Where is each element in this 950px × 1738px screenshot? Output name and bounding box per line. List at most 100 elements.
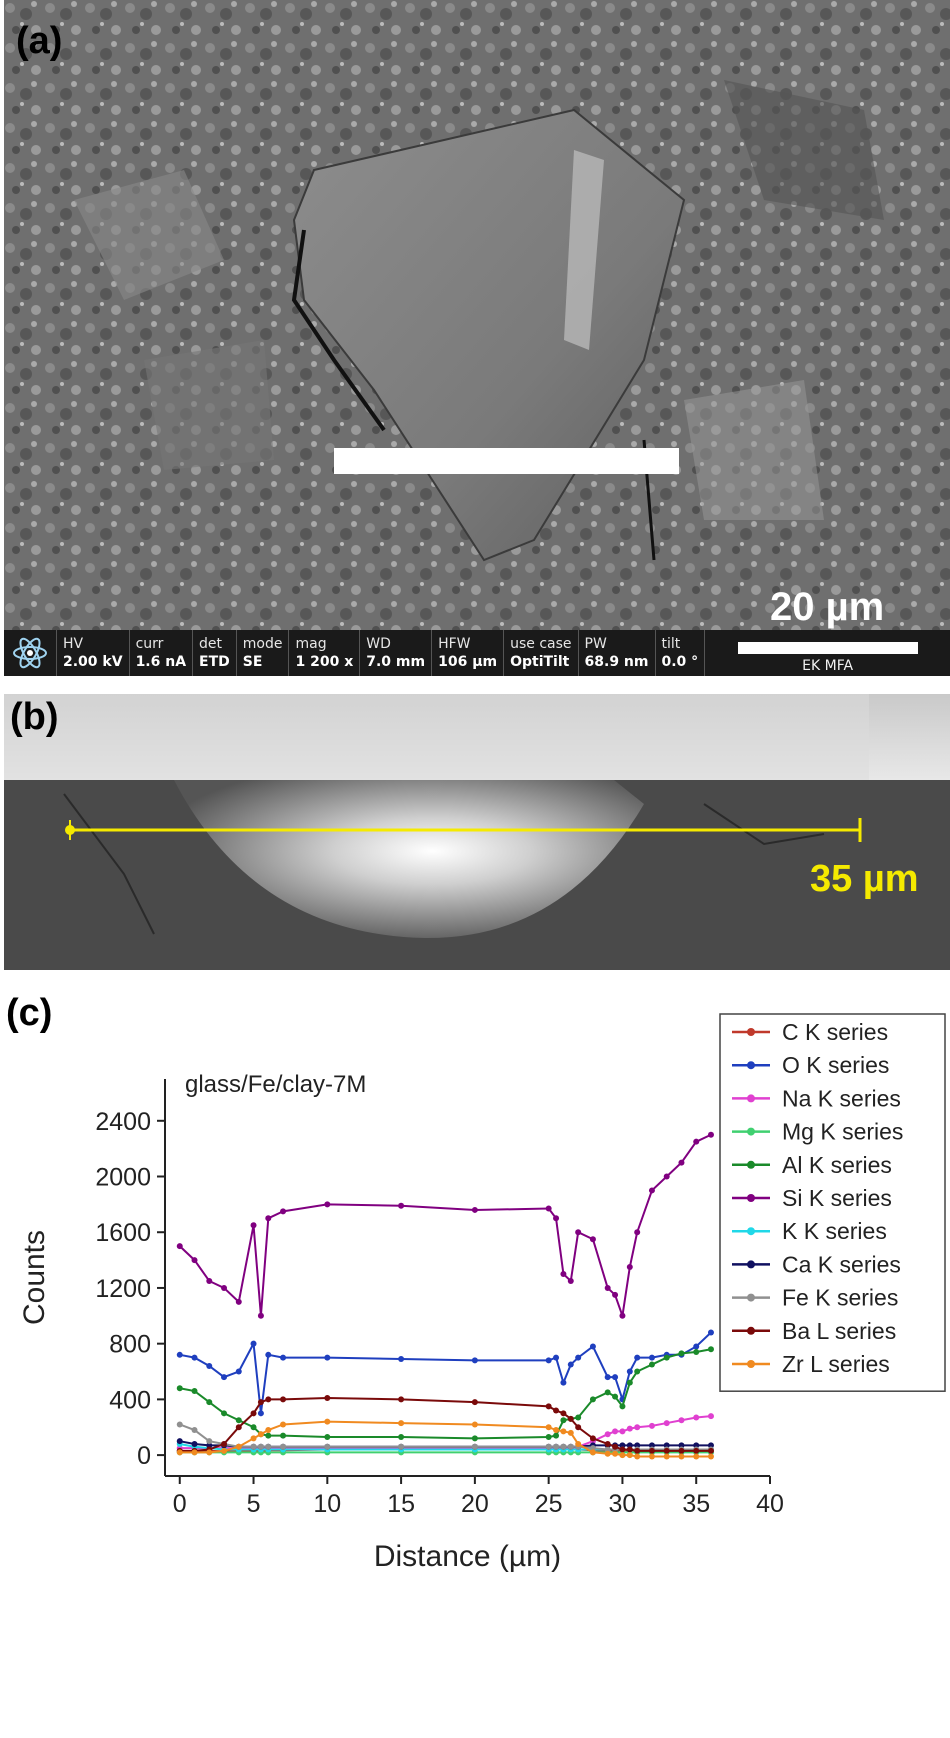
data-point-10-1 xyxy=(191,1449,198,1456)
data-point-9-24 xyxy=(663,1447,670,1454)
data-point-4-25 xyxy=(678,1350,685,1357)
panel-b: (b) 35 µm xyxy=(4,694,950,970)
series-line-1 xyxy=(179,1331,712,1414)
legend-label-10: Zr L series xyxy=(782,1351,890,1377)
x-tick-label: 35 xyxy=(682,1490,710,1518)
data-point-4-26 xyxy=(693,1349,700,1356)
info-field-tilt: tilt 0.0 ° xyxy=(656,630,706,676)
data-point-1-16 xyxy=(575,1354,582,1361)
data-point-10-27 xyxy=(707,1453,714,1460)
data-point-4-17 xyxy=(589,1396,596,1403)
data-point-8-15 xyxy=(567,1443,574,1450)
data-point-10-12 xyxy=(545,1424,552,1431)
data-point-5-17 xyxy=(589,1236,596,1243)
data-point-10-2 xyxy=(206,1449,213,1456)
y-tick-label: 1600 xyxy=(95,1219,151,1247)
data-point-9-16 xyxy=(575,1424,582,1431)
data-point-1-5 xyxy=(250,1340,257,1347)
y-tick-label: 400 xyxy=(109,1386,151,1414)
legend-label-6: K K series xyxy=(782,1218,887,1244)
panel-label-c: (c) xyxy=(6,992,53,1034)
data-point-9-4 xyxy=(235,1424,242,1431)
data-point-5-3 xyxy=(221,1284,228,1291)
data-point-4-0 xyxy=(176,1385,183,1392)
line-scan-marker xyxy=(65,818,862,842)
data-point-1-12 xyxy=(545,1357,552,1364)
data-point-10-15 xyxy=(567,1429,574,1436)
data-point-8-17 xyxy=(589,1445,596,1452)
data-point-4-18 xyxy=(604,1389,611,1396)
panel-label-a: (a) xyxy=(16,20,63,62)
data-point-7-24 xyxy=(663,1442,670,1449)
data-point-8-8 xyxy=(280,1443,287,1450)
data-point-10-19 xyxy=(612,1450,619,1457)
y-axis-title: Counts xyxy=(18,1230,51,1325)
legend-swatch-marker-7 xyxy=(747,1260,755,1269)
data-point-5-18 xyxy=(604,1284,611,1291)
legend-swatch-marker-4 xyxy=(747,1160,755,1169)
legend-swatch-marker-3 xyxy=(747,1127,755,1136)
scale-bar-a: EK MFA xyxy=(705,630,950,676)
data-point-8-1 xyxy=(191,1427,198,1434)
x-axis-title: Distance (µm) xyxy=(374,1540,561,1573)
data-point-9-7 xyxy=(265,1396,272,1403)
y-tick-label: 0 xyxy=(137,1442,151,1470)
data-point-5-13 xyxy=(553,1215,560,1222)
legend-label-1: O K series xyxy=(782,1052,889,1078)
legend-box xyxy=(719,1013,946,1392)
legend-swatch-marker-10 xyxy=(747,1360,755,1368)
info-field-mag: mag 1 200 x xyxy=(289,630,361,676)
data-point-9-15 xyxy=(567,1415,574,1422)
data-point-1-7 xyxy=(265,1351,272,1358)
data-point-8-9 xyxy=(324,1443,331,1450)
data-point-8-12 xyxy=(545,1443,552,1450)
data-point-4-22 xyxy=(634,1368,641,1375)
data-point-7-20 xyxy=(619,1442,626,1449)
data-point-9-27 xyxy=(707,1447,714,1454)
data-point-9-25 xyxy=(678,1447,685,1454)
data-point-1-23 xyxy=(648,1354,655,1361)
data-point-5-0 xyxy=(176,1243,183,1250)
data-point-5-21 xyxy=(626,1264,633,1271)
data-point-10-10 xyxy=(398,1420,405,1427)
data-point-5-9 xyxy=(324,1201,331,1208)
data-point-10-16 xyxy=(575,1440,582,1447)
data-point-9-12 xyxy=(545,1403,552,1410)
chart-title: glass/Fe/clay-7M xyxy=(185,1071,366,1098)
data-point-5-2 xyxy=(206,1277,213,1284)
data-point-4-20 xyxy=(619,1403,626,1410)
data-point-5-5 xyxy=(250,1222,257,1229)
legend-label-7: Ca K series xyxy=(782,1251,901,1277)
data-point-2-23 xyxy=(648,1422,655,1429)
data-point-5-22 xyxy=(634,1229,641,1236)
data-point-10-20 xyxy=(619,1452,626,1459)
data-point-1-1 xyxy=(191,1354,198,1361)
data-point-1-22 xyxy=(634,1354,641,1361)
x-tick-label: 30 xyxy=(609,1490,637,1518)
data-point-4-10 xyxy=(398,1433,405,1440)
y-tick-label: 2000 xyxy=(95,1164,151,1192)
data-point-1-9 xyxy=(324,1354,331,1361)
data-point-1-19 xyxy=(612,1374,619,1381)
data-point-8-10 xyxy=(398,1443,405,1450)
data-point-8-13 xyxy=(553,1443,560,1450)
data-point-1-0 xyxy=(176,1351,183,1358)
data-point-1-8 xyxy=(280,1354,287,1361)
data-point-7-26 xyxy=(693,1442,700,1449)
data-point-2-18 xyxy=(604,1431,611,1438)
data-point-5-26 xyxy=(693,1138,700,1145)
data-point-1-17 xyxy=(589,1343,596,1350)
legend-label-5: Si K series xyxy=(782,1185,892,1211)
data-point-7-23 xyxy=(648,1442,655,1449)
data-point-1-27 xyxy=(707,1329,714,1336)
info-field-hv: HV 2.00 kV xyxy=(57,630,130,676)
data-point-8-0 xyxy=(176,1421,183,1428)
data-point-2-20 xyxy=(619,1428,626,1435)
data-point-9-10 xyxy=(398,1396,405,1403)
data-point-9-9 xyxy=(324,1394,331,1401)
x-tick-label: 0 xyxy=(173,1490,187,1518)
data-point-4-23 xyxy=(648,1361,655,1368)
data-point-4-19 xyxy=(612,1393,619,1400)
data-point-9-17 xyxy=(589,1435,596,1442)
data-point-2-27 xyxy=(707,1413,714,1420)
